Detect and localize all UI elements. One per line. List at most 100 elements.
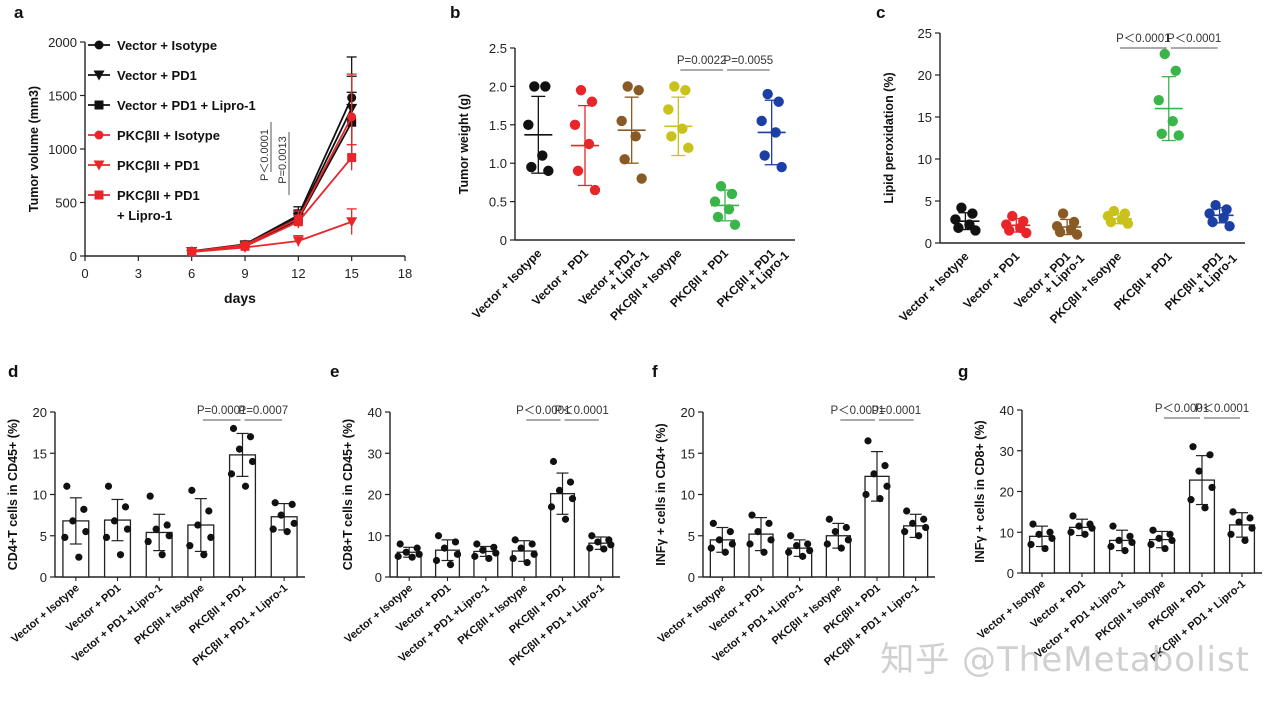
data-point-c-4: [1167, 116, 1178, 127]
data-point-e-2: [479, 546, 487, 554]
y-tick-label-c: 10: [918, 152, 932, 167]
data-point-e-1: [453, 550, 462, 558]
panel-label-g: g: [958, 362, 968, 381]
y-tick-label-g: 40: [1000, 403, 1014, 418]
x-tick-label-b: Vector + Isotype: [469, 246, 544, 321]
data-point-g-0: [1035, 530, 1043, 538]
data-point-g-1: [1067, 528, 1075, 536]
data-point-e-0: [415, 550, 423, 558]
data-point-e-2: [490, 543, 498, 551]
y-tick-label-c: 15: [918, 110, 932, 125]
data-point-b-4: [715, 181, 727, 192]
data-point-f-4: [864, 437, 872, 445]
data-point-e-1: [446, 561, 455, 569]
data-point-b-3: [683, 142, 694, 154]
x-tick-label-e: PKCβII + Isotype: [456, 582, 530, 647]
data-point-d-3: [186, 542, 194, 550]
data-point-g-5: [1229, 508, 1237, 516]
y-tick-label-c: 20: [918, 68, 932, 83]
data-point-f-4: [862, 490, 870, 499]
data-point-b-2: [636, 173, 647, 184]
y-axis-title-a: Tumor volume (mm3): [27, 86, 41, 212]
data-point-e-5: [588, 532, 596, 540]
y-tick-label-b: 0: [500, 233, 507, 248]
data-point-e-5: [600, 545, 608, 553]
panel-label-f: f: [652, 362, 658, 381]
data-point-c-4: [1156, 128, 1167, 139]
y-tick-label-b: 0.5: [489, 195, 507, 210]
data-point-d-0: [61, 533, 69, 542]
data-point-g-2: [1107, 542, 1115, 551]
legend-label-5: + Lipro-1: [117, 208, 172, 223]
data-point-g-2: [1126, 532, 1134, 540]
data-point-g-2: [1128, 538, 1136, 547]
y-tick-label-b: 1.5: [489, 118, 507, 133]
legend-marker-5: [94, 190, 104, 200]
data-point-b-3: [680, 85, 691, 96]
data-point-e-5: [594, 538, 602, 546]
data-point-e-5: [607, 541, 615, 549]
data-point-g-0: [1041, 544, 1049, 553]
p-value-label-c-0: P＜0.0001: [1116, 33, 1170, 45]
data-point-b-4: [712, 211, 724, 223]
data-point-c-4: [1153, 95, 1164, 106]
data-point-f-5: [922, 523, 930, 532]
data-point-d-0: [63, 482, 71, 490]
x-axis-title-a: days: [224, 290, 256, 306]
data-point-d-5: [277, 511, 285, 519]
data-point-e-3: [509, 554, 517, 563]
data-point-d-3: [194, 521, 202, 529]
y-tick-label-a: 1500: [48, 89, 77, 104]
data-point-g-4: [1201, 504, 1209, 512]
y-axis-title-b: Tumor weight (g): [457, 94, 471, 194]
y-tick-label-d: 0: [40, 570, 47, 585]
data-point-f-1: [765, 519, 773, 527]
data-point-g-1: [1075, 522, 1083, 530]
data-point-b-1: [572, 165, 584, 177]
data-point-d-0: [82, 528, 90, 536]
data-point-f-3: [831, 528, 839, 536]
data-point-e-4: [547, 503, 556, 511]
y-tick-label-f: 10: [681, 488, 695, 503]
y-tick-label-a: 1000: [48, 142, 77, 157]
y-tick-label-c: 5: [925, 194, 932, 209]
data-point-b-2: [633, 85, 644, 96]
data-point-b-5: [759, 150, 770, 161]
data-point-b-5: [762, 88, 773, 100]
data-point-c-0: [967, 208, 978, 219]
p-value-label-d-0: P=0.0001: [197, 405, 247, 417]
y-axis-title-f: INFγ + cells in CD4+ (%): [654, 423, 668, 565]
data-point-c-1: [1004, 225, 1015, 236]
data-point-5: [347, 153, 357, 163]
data-point-b-0: [523, 119, 534, 130]
data-point-f-3: [825, 515, 833, 523]
data-point-c-2: [1071, 229, 1083, 240]
data-point-e-3: [528, 540, 536, 548]
data-point-e-4: [566, 478, 575, 486]
data-point-g-3: [1168, 536, 1176, 545]
data-point-d-5: [269, 525, 277, 533]
data-point-d-2: [158, 551, 166, 559]
data-point-e-4: [555, 486, 564, 494]
data-point-d-1: [116, 551, 125, 559]
data-point-b-2: [616, 115, 627, 127]
data-point-f-5: [903, 507, 911, 515]
y-tick-label-g: 10: [1000, 525, 1014, 540]
y-axis-title-e: CD8+T cells in CD45+ (%): [341, 419, 355, 570]
data-point-e-0: [408, 553, 416, 561]
x-tick-label-a: 6: [188, 266, 195, 281]
data-point-b-2: [619, 154, 630, 165]
data-point-g-5: [1227, 530, 1235, 538]
data-point-b-3: [666, 131, 677, 142]
data-point-e-0: [394, 552, 402, 560]
data-point-d-5: [290, 519, 298, 527]
data-point-e-1: [440, 544, 449, 552]
p-value-label-0: P＜0.0001: [259, 129, 271, 181]
data-point-d-2: [152, 525, 160, 533]
data-point-f-0: [726, 528, 734, 536]
x-tick-label-a: 3: [135, 266, 142, 281]
x-tick-label-a: 0: [81, 266, 88, 281]
data-point-f-4: [870, 470, 878, 478]
data-point-c-0: [950, 214, 961, 225]
